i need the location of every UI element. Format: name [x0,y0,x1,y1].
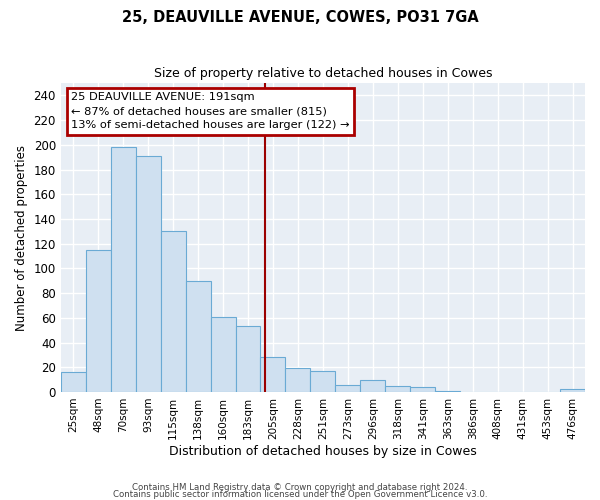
Bar [286,368,310,392]
Bar [185,281,211,392]
Bar [435,390,460,392]
Bar [111,148,136,392]
Text: 25 DEAUVILLE AVENUE: 191sqm
← 87% of detached houses are smaller (815)
13% of se: 25 DEAUVILLE AVENUE: 191sqm ← 87% of det… [71,92,350,130]
Bar [361,380,385,392]
Bar [335,384,361,392]
Bar [385,386,410,392]
Y-axis label: Number of detached properties: Number of detached properties [15,144,28,330]
Bar [161,232,185,392]
Bar [211,316,236,392]
Text: Contains HM Land Registry data © Crown copyright and database right 2024.: Contains HM Land Registry data © Crown c… [132,484,468,492]
Bar [560,390,585,392]
Bar [61,372,86,392]
Bar [410,387,435,392]
Bar [86,250,111,392]
Bar [236,326,260,392]
Text: 25, DEAUVILLE AVENUE, COWES, PO31 7GA: 25, DEAUVILLE AVENUE, COWES, PO31 7GA [122,10,478,25]
Text: Contains public sector information licensed under the Open Government Licence v3: Contains public sector information licen… [113,490,487,499]
Bar [260,358,286,392]
Bar [310,371,335,392]
Title: Size of property relative to detached houses in Cowes: Size of property relative to detached ho… [154,68,492,80]
Bar [136,156,161,392]
X-axis label: Distribution of detached houses by size in Cowes: Distribution of detached houses by size … [169,444,477,458]
